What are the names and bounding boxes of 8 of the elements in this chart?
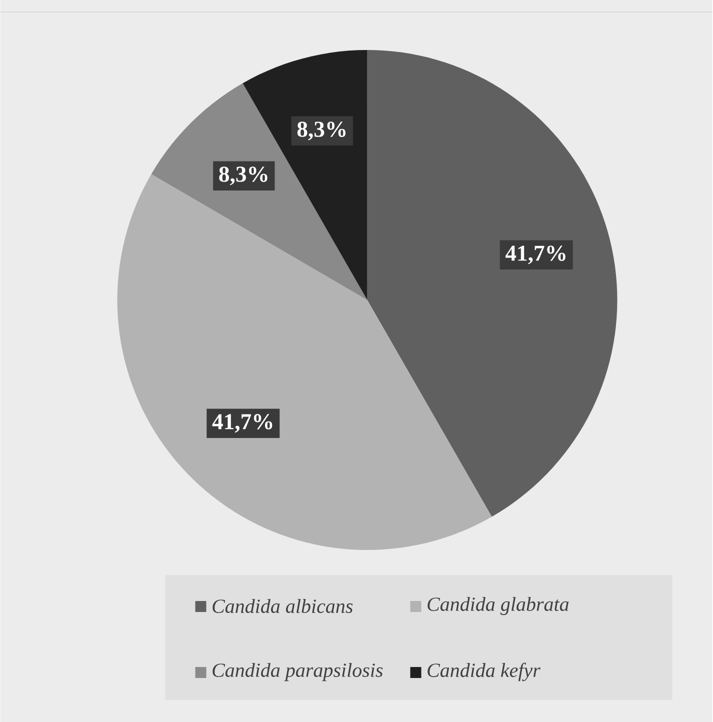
legend-label: Candida parapsilosis <box>212 662 383 682</box>
data-label: 41,7% <box>212 414 272 433</box>
legend-label: Candida albicans <box>212 598 353 614</box>
legend-label: Candida glabrata <box>428 596 569 616</box>
data-label: 8,3% <box>298 122 346 140</box>
legend-label: Candida kefyr <box>428 662 541 682</box>
data-label: 8,3% <box>219 166 268 186</box>
data-label: 41,7% <box>506 246 566 264</box>
